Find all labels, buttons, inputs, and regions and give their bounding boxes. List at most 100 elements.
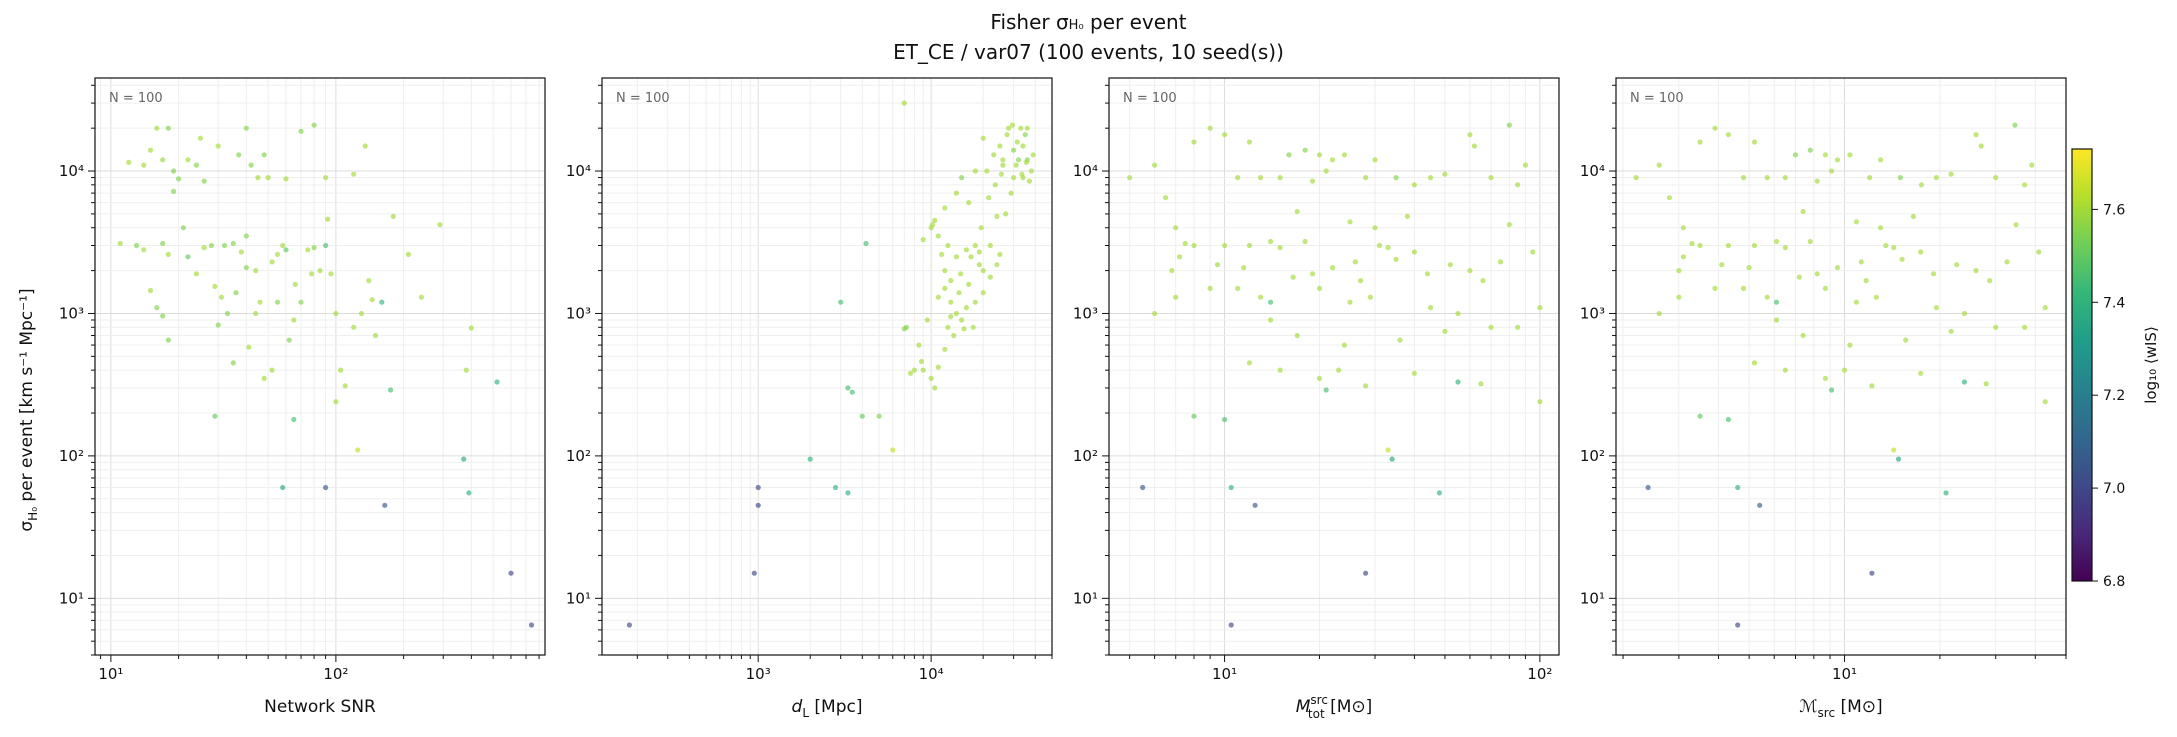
data-point (154, 305, 160, 311)
data-point (1891, 447, 1897, 453)
data-point (1376, 242, 1383, 249)
data-point (1689, 240, 1695, 247)
data-point (1645, 484, 1651, 491)
data-point (948, 278, 954, 284)
data-point (1933, 175, 1939, 181)
data-point (1393, 175, 1399, 181)
data-point (1214, 262, 1221, 268)
data-point (1822, 152, 1828, 158)
data-point (269, 259, 275, 265)
data-point (2013, 222, 2019, 228)
data-point (461, 456, 467, 462)
data-point (1011, 175, 1017, 181)
data-point (1910, 213, 1916, 219)
data-point (141, 247, 147, 253)
data-point (1680, 225, 1686, 231)
data-point (1918, 249, 1924, 255)
data-point (1506, 122, 1512, 128)
data-point (208, 242, 215, 249)
data-point (351, 324, 357, 330)
data-point (1712, 125, 1718, 131)
data-point (1411, 182, 1417, 188)
data-point (185, 254, 191, 260)
data-point (1973, 132, 1979, 138)
data-point (1268, 317, 1274, 323)
data-point (1735, 622, 1741, 628)
data-point (418, 294, 424, 300)
data-point (1680, 254, 1686, 260)
data-point (1522, 162, 1528, 168)
data-point (1488, 175, 1494, 181)
data-point (1530, 249, 1536, 255)
data-point (154, 125, 160, 131)
data-point (1983, 381, 1989, 387)
data-point (959, 175, 965, 181)
scatter-points (1127, 122, 1543, 628)
y-tick-label: 10³ (1073, 304, 1098, 322)
data-point (1228, 484, 1234, 491)
data-point (248, 162, 254, 168)
data-point (1228, 622, 1234, 628)
data-point (1899, 256, 1905, 262)
colorbar-tick-label: 6.8 (2103, 574, 2125, 590)
data-point (193, 162, 199, 168)
data-point (1878, 157, 1884, 163)
data-point (1480, 278, 1486, 284)
data-point (201, 178, 207, 184)
data-point (1286, 152, 1292, 158)
data-point (1537, 399, 1543, 405)
data-point (1411, 370, 1417, 376)
data-point (1024, 125, 1030, 131)
data-point (1222, 242, 1228, 249)
data-point (1497, 259, 1504, 265)
data-point (980, 290, 986, 296)
title-subscript: H₀ (1068, 18, 1084, 33)
data-point (1943, 490, 1949, 496)
data-point (147, 147, 154, 153)
data-point (1277, 245, 1283, 251)
data-point (751, 570, 757, 576)
scatter-points (117, 122, 535, 628)
data-point (1478, 381, 1484, 387)
data-point (2036, 249, 2042, 255)
data-point (286, 337, 292, 343)
data-point (1277, 367, 1283, 373)
data-point (1127, 175, 1133, 181)
data-point (193, 271, 199, 277)
data-point (916, 342, 922, 348)
data-point (972, 299, 978, 305)
data-point (1873, 294, 1879, 300)
data-point (468, 325, 474, 331)
data-point (958, 271, 964, 277)
data-point (998, 171, 1005, 177)
data-point (1931, 271, 1937, 277)
data-point (911, 367, 918, 373)
colorbar-gradient (2071, 148, 2093, 582)
data-point (1666, 195, 1672, 201)
data-point (1277, 175, 1283, 181)
data-point (935, 294, 941, 300)
data-point (1404, 213, 1410, 219)
y-tick-label: 10³ (566, 304, 591, 322)
x-tick-label: 10² (1527, 665, 1552, 683)
data-point (1773, 238, 1780, 245)
colorbar-label: log₁₀ ⟨wIS⟩ (2142, 326, 2160, 404)
data-point (1246, 360, 1253, 366)
data-point (1488, 324, 1494, 330)
data-point (1424, 271, 1430, 277)
data-point (953, 190, 960, 196)
data-point (390, 213, 396, 219)
data-point (171, 168, 177, 174)
data-point (342, 383, 348, 389)
data-point (508, 570, 514, 576)
data-point (1822, 375, 1828, 381)
data-point (976, 262, 982, 268)
data-point (890, 447, 896, 453)
count-annotation: N = 100 (1630, 91, 1684, 106)
data-point (1026, 178, 1032, 184)
data-point (298, 299, 304, 305)
data-point (1782, 175, 1788, 181)
panel-2: 10³ 10⁴ 10¹ 10² 10³ 10⁴ N = 100 dL [Mpc] (566, 77, 1053, 720)
data-point (1191, 242, 1197, 249)
data-point (907, 370, 914, 376)
